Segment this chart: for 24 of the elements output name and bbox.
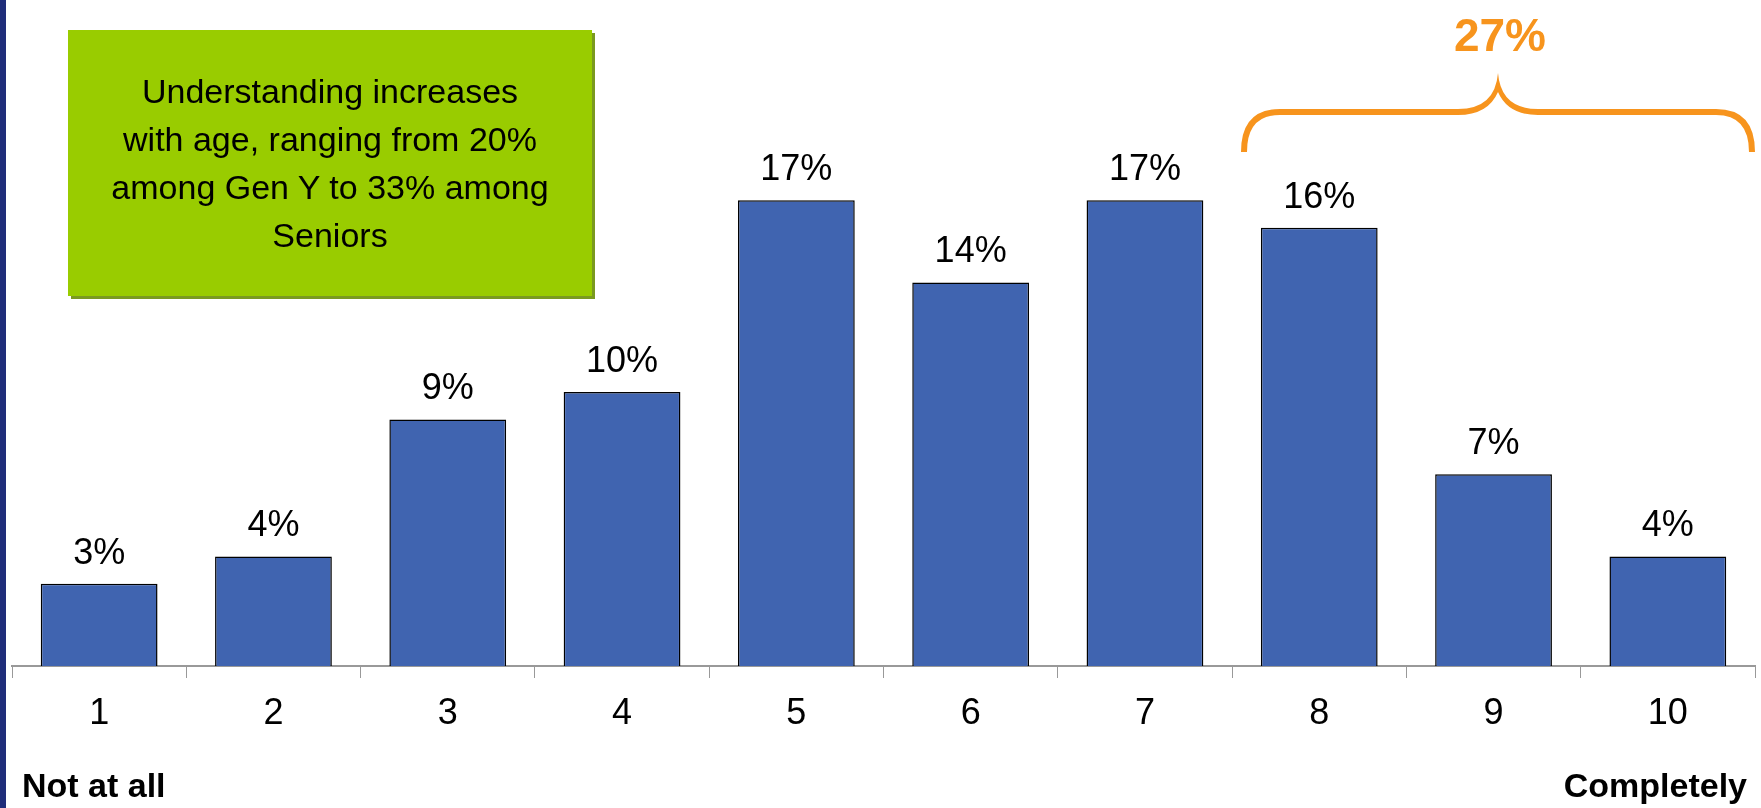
data-label: 7% xyxy=(1467,421,1520,463)
x-tick-label: 4 xyxy=(612,690,633,732)
callout-box: Understanding increases with age, ranging from 20% among Gen Y to 33% among Seniors xyxy=(68,30,592,296)
x-tick-label: 1 xyxy=(89,690,110,732)
x-tick-label: 6 xyxy=(960,690,981,732)
data-label: 14% xyxy=(934,229,1007,271)
x-tick-label: 5 xyxy=(786,690,807,732)
data-label: 9% xyxy=(421,366,474,408)
data-label: 17% xyxy=(1108,147,1181,189)
data-label: 16% xyxy=(1283,174,1356,216)
data-label: 3% xyxy=(73,530,126,572)
x-tick-label: 10 xyxy=(1647,690,1688,732)
x-tick-label: 2 xyxy=(263,690,284,732)
x-tick-label: 7 xyxy=(1134,690,1155,732)
data-label: 4% xyxy=(247,503,300,545)
x-tick-label: 9 xyxy=(1483,690,1504,732)
x-tick-label: 3 xyxy=(437,690,458,732)
data-label: 17% xyxy=(760,147,833,189)
data-label: 10% xyxy=(586,338,659,380)
text: Not at all xyxy=(22,766,166,805)
text: Completely xyxy=(1563,766,1747,805)
text: 27% xyxy=(1452,8,1548,62)
x-tick-label: 8 xyxy=(1309,690,1330,732)
data-label: 4% xyxy=(1641,503,1694,545)
